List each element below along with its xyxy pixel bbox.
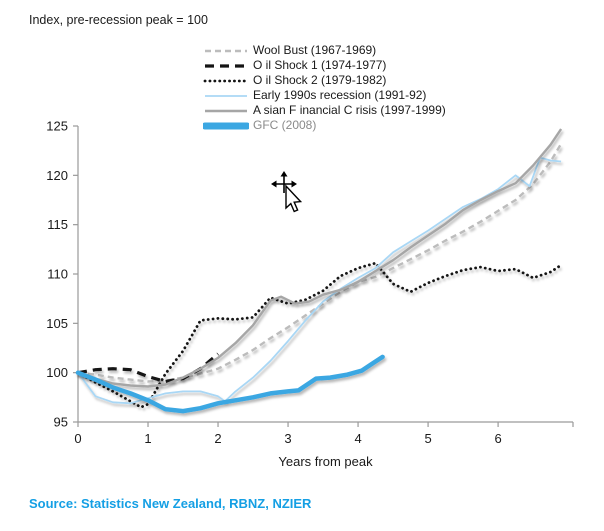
series-line-oil-shock-2 <box>76 261 563 409</box>
line-chart: 95 100 105 110 115 120 125 0 1 2 3 4 5 6 <box>46 119 574 446</box>
series-line-wool-bust <box>77 143 563 383</box>
legend-item-asian-financial-crisis: A sian F inancial C risis (1997-1999) <box>203 103 446 118</box>
x-tick-label: 1 <box>144 431 151 446</box>
chart-title: Index, pre-recession peak = 100 <box>29 13 208 27</box>
chart-legend: Wool Bust (1967-1969) O il Shock 1 (1974-… <box>203 43 446 133</box>
legend-sample-gfc <box>203 122 249 129</box>
x-tick-label: 5 <box>424 431 431 446</box>
legend-sample-wool-bust <box>205 49 247 52</box>
x-tick-label: 3 <box>284 431 291 446</box>
source-attribution: Source: Statistics New Zealand, RBNZ, NZ… <box>29 496 312 511</box>
legend-label: Wool Bust (1967-1969) <box>253 43 377 57</box>
legend-item-wool-bust: Wool Bust (1967-1969) <box>203 43 446 58</box>
legend-label: Early 1990s recession (1991-92) <box>253 88 427 102</box>
series-line-early-1990s-recession <box>77 156 562 405</box>
legend-label: A sian F inancial C risis (1997-1999) <box>253 103 446 117</box>
legend-item-oil-shock-2: O il Shock 2 (1979-1982) <box>203 73 446 88</box>
axes: 95 100 105 110 115 120 125 0 1 2 3 4 5 6 <box>46 119 574 446</box>
legend-sample-early-1990s-recession <box>205 94 247 97</box>
legend-label: GFC (2008) <box>253 118 317 132</box>
legend-item-early-1990s-recession: Early 1990s recession (1991-92) <box>203 88 446 103</box>
series-line-gfc <box>75 354 385 414</box>
y-tick-label: 110 <box>47 267 68 282</box>
y-tick-label: 115 <box>47 217 68 232</box>
legend-label: O il Shock 2 (1979-1982) <box>253 73 387 87</box>
x-tick-label: 6 <box>494 431 501 446</box>
x-axis-title: Years from peak <box>278 454 373 469</box>
x-tick-label: 4 <box>354 431 361 446</box>
y-tick-label: 100 <box>46 365 68 380</box>
legend-label: O il Shock 1 (1974-1977) <box>253 58 387 72</box>
x-tick-label: 0 <box>74 431 81 446</box>
y-tick-label: 95 <box>54 415 68 430</box>
series-line-oil-shock-1 <box>77 352 220 384</box>
y-tick-label: 125 <box>46 119 68 134</box>
y-tick-label: 105 <box>46 316 68 331</box>
legend-sample-asian-financial-crisis <box>205 109 247 112</box>
legend-sample-oil-shock-1 <box>205 63 247 68</box>
series-line-asian-financial-crisis <box>77 128 563 388</box>
y-tick-label: 120 <box>46 168 68 183</box>
legend-sample-oil-shock-2 <box>203 79 249 82</box>
legend-item-gfc: GFC (2008) <box>203 118 446 133</box>
legend-item-oil-shock-1: O il Shock 1 (1974-1977) <box>203 58 446 73</box>
x-tick-label: 2 <box>214 431 221 446</box>
series-lines <box>75 128 563 414</box>
